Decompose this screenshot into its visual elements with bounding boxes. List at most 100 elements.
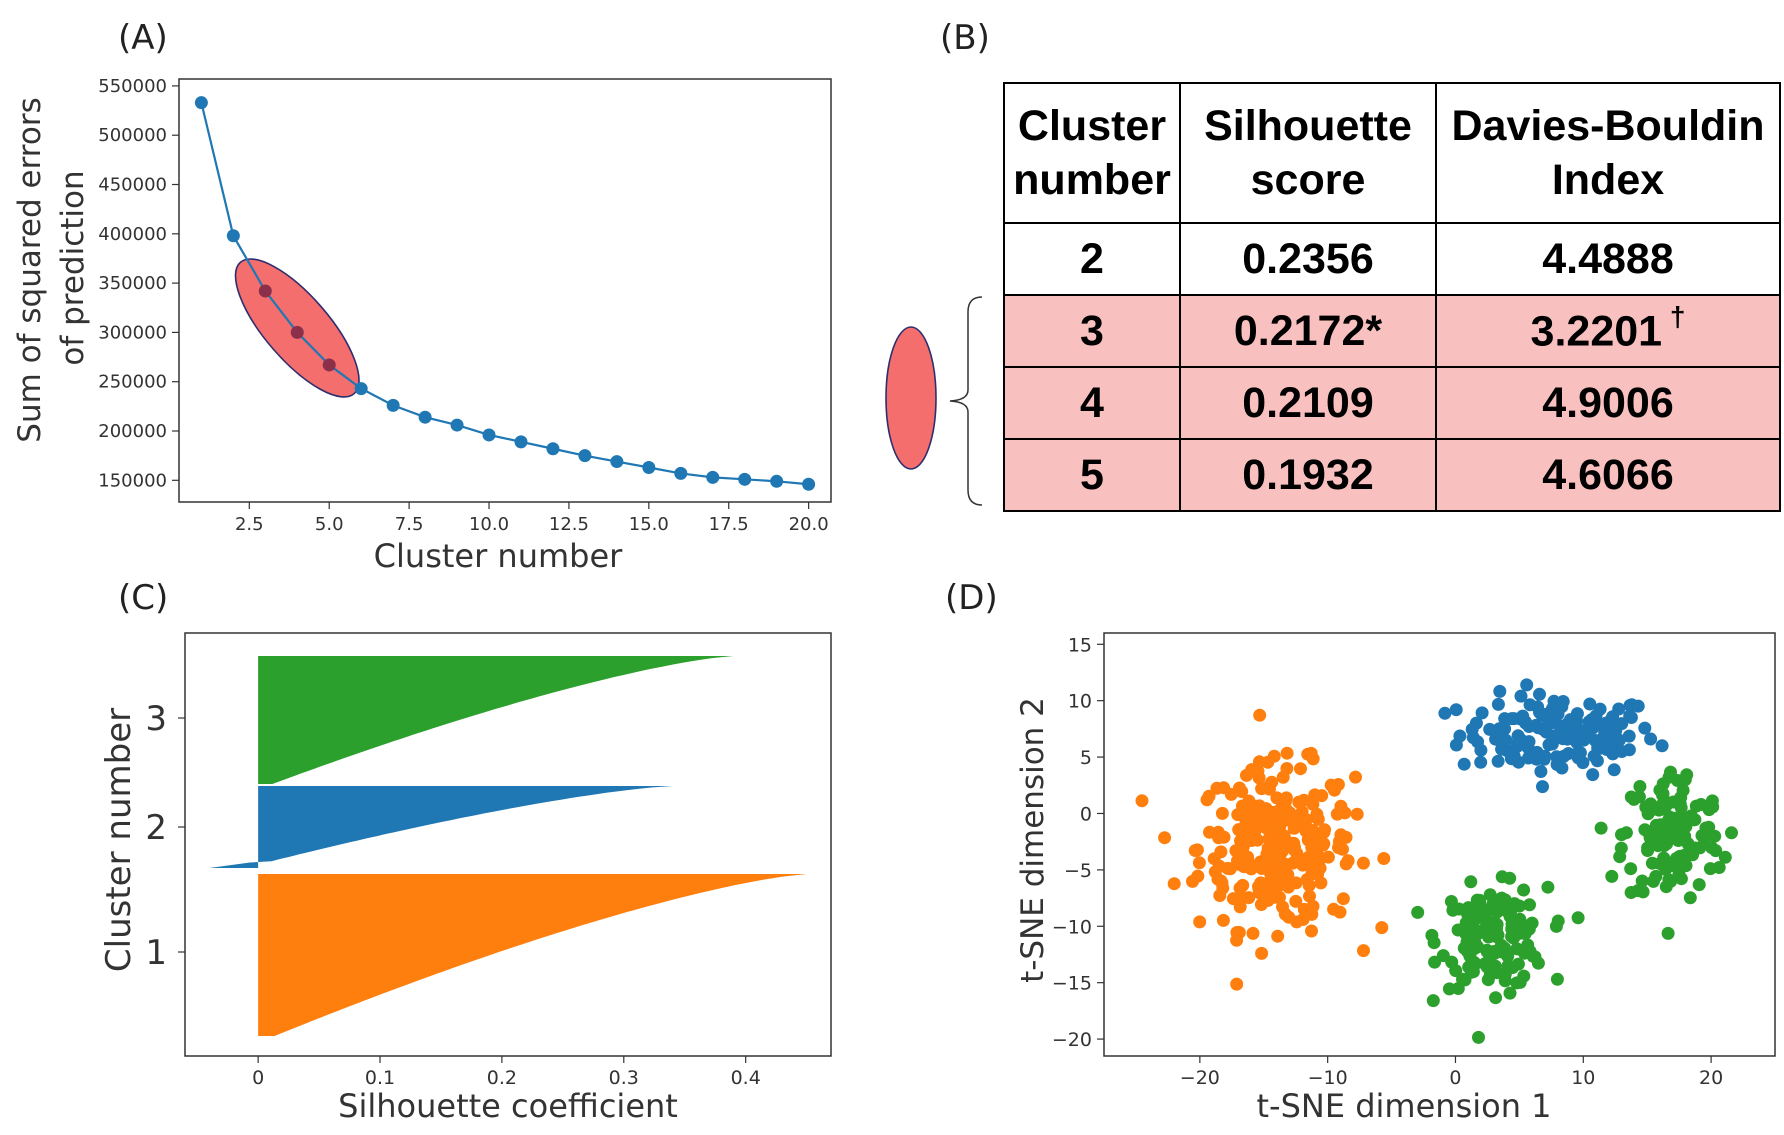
chart-d-point-cluster-green-left (1486, 897, 1500, 910)
chart-a-point (482, 428, 496, 442)
chart-c-frame (184, 632, 832, 1057)
chart-a-xtick-label: 17.5 (709, 514, 749, 535)
chart-a-point (674, 466, 688, 480)
chart-d-point-cluster-blue (1573, 746, 1587, 760)
chart-d-point-cluster-green-left (1451, 923, 1465, 937)
chart-d-point-cluster-green-left (1541, 880, 1555, 894)
chart-d-point-cluster-orange (1202, 789, 1216, 803)
chart-a-ytick-label: 350000 (98, 273, 167, 294)
chart-c-silhouette-band-2 (209, 786, 673, 868)
chart-d-point-cluster-green-right (1643, 804, 1657, 818)
chart-d-point-cluster-blue (1457, 757, 1471, 771)
chart-d-point-cluster-orange (1314, 852, 1327, 865)
chart-d-point-cluster-green-left (1505, 922, 1519, 936)
chart-d-point-cluster-blue (1475, 706, 1489, 720)
chart-d-point-cluster-blue (1655, 739, 1669, 753)
chart-a-point (642, 460, 656, 474)
chart-a-ytick-label: 500000 (98, 125, 167, 146)
chart-d-point-cluster-orange (1294, 762, 1307, 776)
panel-label-c: (C) (118, 578, 169, 618)
chart-d-point-cluster-green-right (1708, 829, 1722, 843)
chart-d-point-cluster-blue (1523, 698, 1537, 712)
chart-d-point-cluster-blue (1534, 765, 1548, 778)
chart-d-point-cluster-blue (1609, 724, 1623, 738)
chart-d-ytick-label: 5 (1080, 747, 1092, 769)
chart-d-point-cluster-green-right (1657, 851, 1671, 865)
table-row: 2 0.2356 4.4888 (1003, 222, 1781, 296)
chart-d-point-cluster-blue (1547, 729, 1561, 743)
chart-d-point-cluster-orange (1235, 840, 1249, 854)
chart-d-point-cluster-orange (1215, 806, 1229, 820)
table-cell-cluster: 4 (1003, 366, 1181, 440)
chart-d-point-cluster-green-left (1462, 960, 1476, 974)
chart-d-point-cluster-blue (1522, 735, 1536, 749)
chart-d-point-cluster-green-right (1655, 802, 1668, 816)
chart-d-xtick-label: 0 (1449, 1067, 1461, 1089)
chart-d-point-cluster-green-right (1661, 926, 1675, 940)
chart-a-ytick-label: 300000 (98, 322, 167, 343)
chart-a-ylabel-line2: of prediction (55, 170, 91, 365)
chart-a-point (770, 474, 784, 488)
chart-d-ytick-label: 0 (1080, 803, 1092, 825)
chart-d-point-cluster-orange (1272, 871, 1286, 885)
chart-d-point-cluster-blue (1615, 745, 1629, 758)
chart-d-point-cluster-orange (1207, 852, 1221, 866)
chart-a-point (386, 398, 400, 412)
chart-a-xtick-label: 12.5 (549, 514, 589, 535)
chart-d-point-cluster-orange (1192, 856, 1206, 870)
chart-d-point-cluster-green-right (1667, 817, 1681, 831)
chart-d-ytick-label: −5 (1064, 860, 1092, 882)
table-cell-cluster: 3 (1003, 294, 1181, 368)
chart-a-point (194, 96, 208, 110)
chart-d-point-cluster-blue (1644, 732, 1658, 746)
chart-d-point-cluster-orange (1278, 813, 1292, 827)
chart-d-point-cluster-orange (1339, 830, 1353, 844)
chart-d-point-cluster-blue (1474, 743, 1488, 757)
chart-d-point-cluster-blue (1538, 749, 1552, 763)
chart-d-point-cluster-orange (1305, 924, 1318, 938)
chart-d-point-cluster-blue (1586, 768, 1600, 782)
chart-d-point-cluster-green-right (1695, 829, 1709, 843)
chart-d-point-cluster-green-left (1489, 991, 1503, 1005)
chart-d-point-cluster-orange (1135, 794, 1149, 808)
chart-d-point-cluster-green-right (1656, 788, 1670, 802)
chart-d-point-cluster-green-right (1688, 813, 1702, 827)
chart-d-point-cluster-orange (1239, 815, 1253, 829)
chart-d-ytick-label: −15 (1052, 973, 1092, 995)
chart-d-point-cluster-green-right (1692, 878, 1706, 892)
chart-a-ytick-label: 150000 (98, 470, 167, 491)
chart-a-point (418, 410, 432, 424)
chart-d-point-cluster-orange (1303, 889, 1316, 903)
chart-d-point-cluster-green-right (1624, 886, 1638, 899)
chart-d-point-cluster-green-left (1426, 994, 1440, 1008)
chart-d-point-cluster-orange (1278, 795, 1292, 809)
chart-d-point-cluster-orange (1231, 854, 1244, 868)
chart-d-point-cluster-blue (1499, 733, 1513, 747)
chart-c-xlabel: Silhouette coefficient (338, 1087, 678, 1125)
chart-d-point-cluster-orange (1293, 811, 1307, 825)
chart-d-point-cluster-orange (1280, 746, 1294, 760)
chart-d-point-cluster-green-left (1523, 898, 1536, 912)
chart-d-point-cluster-orange (1252, 886, 1266, 900)
chart-a-point (258, 284, 272, 298)
chart-d-point-cluster-orange (1327, 902, 1341, 916)
table-header-row: Cluster number Silhouette score Davies-Bou… (1003, 82, 1781, 224)
chart-d-ytick-label: 10 (1068, 691, 1092, 713)
chart-d-point-cluster-blue (1561, 724, 1575, 738)
chart-d-point-cluster-blue (1465, 722, 1479, 736)
chart-c-silhouette-band-3 (258, 656, 734, 784)
chart-d-point-cluster-blue (1520, 678, 1534, 692)
chart-d-point-cluster-orange (1208, 865, 1222, 879)
chart-d-point-cluster-green-right (1666, 831, 1680, 845)
chart-d-point-cluster-green-right (1674, 801, 1688, 815)
chart-d-point-cluster-green-right (1676, 783, 1690, 797)
chart-d-ytick-label: −20 (1052, 1029, 1092, 1051)
cluster-metrics-table: Cluster number Silhouette score Davies-Bou… (1003, 82, 1781, 512)
chart-d-point-cluster-blue (1625, 698, 1639, 712)
table-row: 3 0.2172* 3.2201 † (1003, 294, 1781, 368)
chart-d-point-cluster-blue (1522, 720, 1536, 733)
chart-d-point-cluster-green-right (1619, 826, 1633, 840)
chart-d-point-cluster-green-left (1510, 942, 1524, 956)
